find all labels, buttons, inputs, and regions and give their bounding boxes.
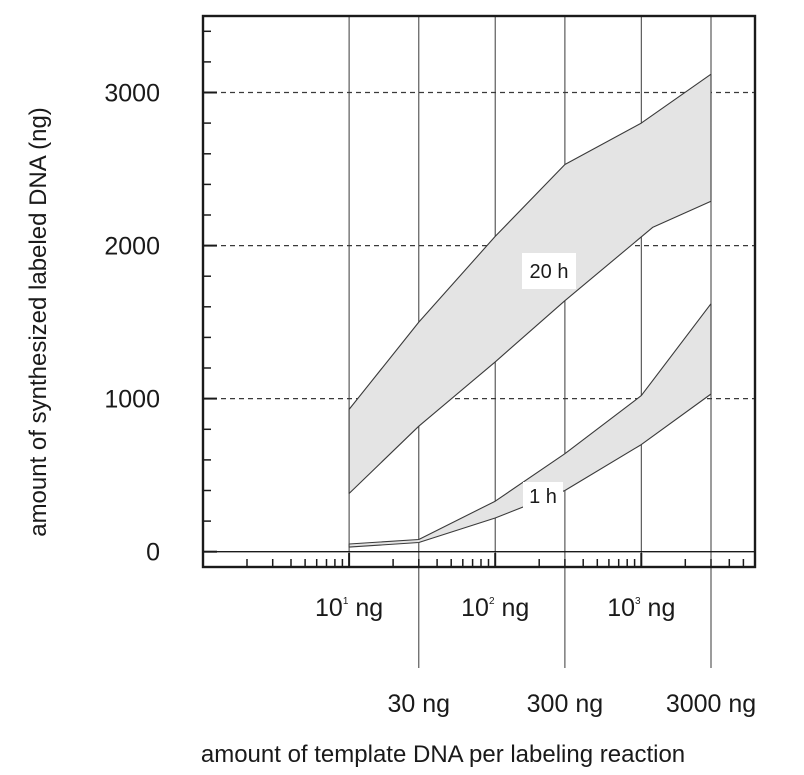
series-label-bg (522, 253, 576, 289)
x-secondary-tick-label: 3000 ng (666, 690, 756, 718)
x-secondary-tick-label: 300 ng (527, 690, 603, 718)
label-layer: 20 h 1 h (522, 253, 576, 510)
x-tick-label: 102 ng (461, 594, 529, 622)
series-label: 1 h (529, 486, 557, 508)
y-tick-label: 0 (146, 539, 160, 567)
x-tick-label: 101 ng (315, 594, 383, 622)
y-tick-label: 2000 (104, 233, 160, 261)
series-label: 20 h (530, 261, 569, 283)
x-axis-title: amount of template DNA per labeling reac… (201, 741, 685, 768)
x-tick-label: 103 ng (607, 594, 675, 622)
y-tick-label: 1000 (104, 386, 160, 414)
x-secondary-tick-label: 30 ng (388, 690, 451, 718)
tick-layer: 0 1000 2000 3000 101 ng 102 ng 103 ng 30 ng 300 … (104, 30, 756, 718)
y-axis-title: amount of synthesized labeled DNA (ng) (25, 107, 52, 537)
series-label-bg (523, 482, 563, 510)
band-layer (348, 73, 712, 548)
plot-frame (201, 14, 757, 569)
y-tick-label: 3000 (104, 80, 160, 108)
